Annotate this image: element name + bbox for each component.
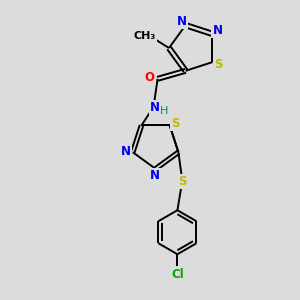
Text: S: S — [171, 117, 180, 130]
Text: O: O — [145, 71, 154, 84]
Text: N: N — [212, 24, 222, 38]
Text: H: H — [159, 106, 168, 116]
Text: CH₃: CH₃ — [134, 31, 156, 41]
Text: Cl: Cl — [171, 268, 184, 281]
Text: N: N — [150, 169, 160, 182]
Text: N: N — [177, 15, 187, 28]
Text: S: S — [178, 175, 187, 188]
Text: N: N — [150, 101, 160, 114]
Text: N: N — [121, 145, 131, 158]
Text: S: S — [214, 58, 223, 70]
